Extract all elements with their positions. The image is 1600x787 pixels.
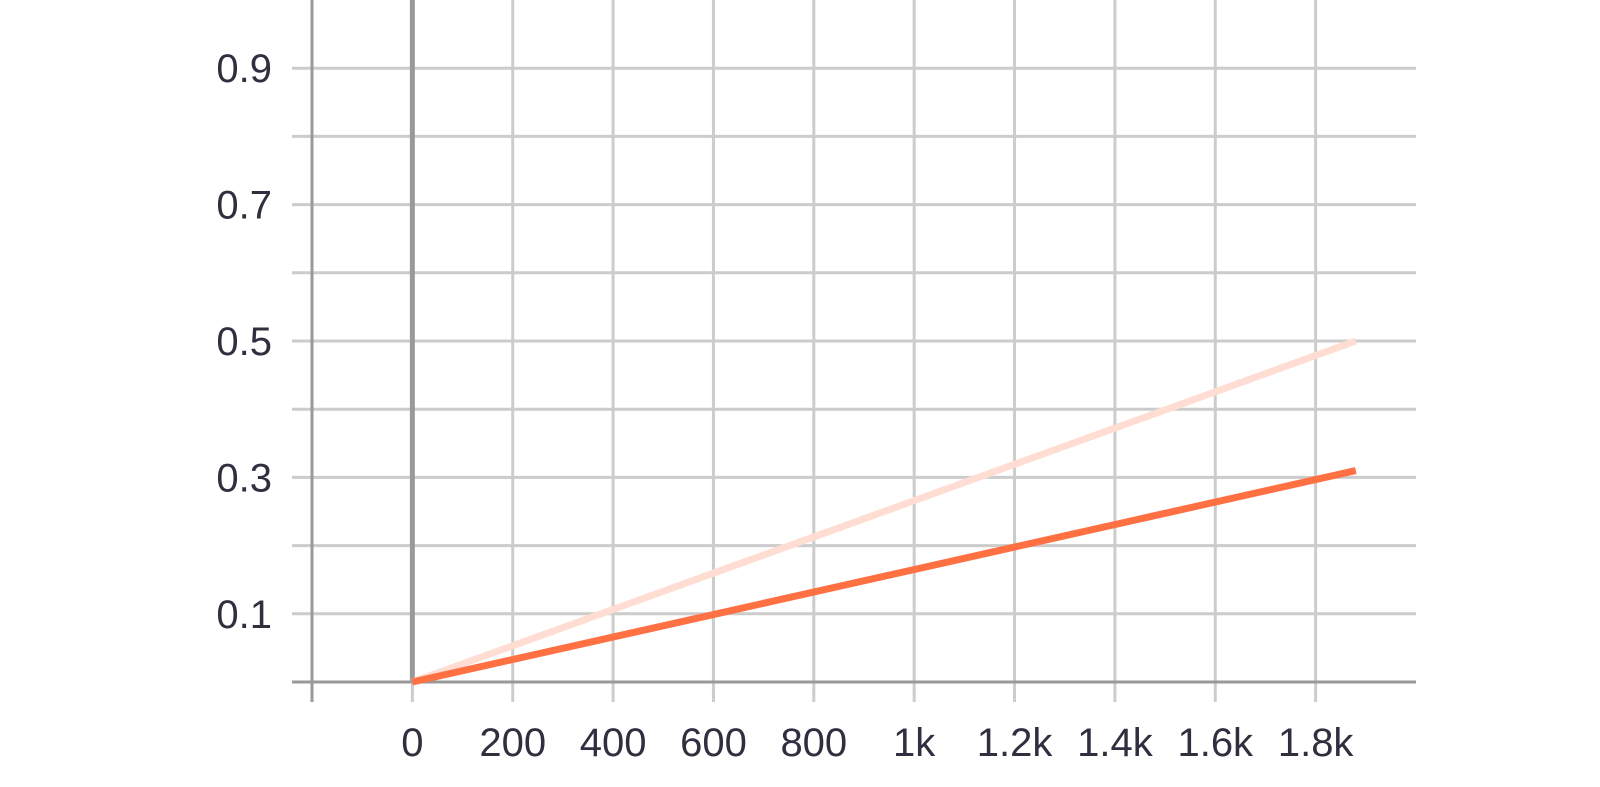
y-tick-label: 0.5 (216, 320, 272, 364)
x-tick-labels: 0 200 400 600 800 1k 1.2k 1.4k 1.6k 1.8k (401, 721, 1354, 765)
x-tick-label: 1.6k (1177, 721, 1254, 765)
x-tick-label: 400 (580, 721, 647, 765)
x-tick-label: 800 (780, 721, 847, 765)
x-tick-label: 0 (401, 721, 423, 765)
y-tick-label: 0.3 (216, 456, 272, 500)
x-tick-label: 600 (680, 721, 747, 765)
y-tick-labels: 0.1 0.3 0.5 0.7 0.9 (216, 47, 272, 637)
y-tick-label: 0.7 (216, 184, 272, 228)
series-lines (411, 337, 1357, 686)
grid-lines (292, 0, 1416, 702)
series-line-2 (411, 467, 1357, 686)
y-tick-label: 0.9 (216, 47, 272, 91)
y-tick-label: 0.1 (216, 593, 272, 637)
x-tick-label: 200 (479, 721, 546, 765)
x-tick-label: 1.4k (1077, 721, 1154, 765)
x-tick-label: 1k (893, 721, 936, 765)
axes (292, 0, 1416, 702)
series-line-1 (411, 337, 1357, 686)
x-tick-label: 1.8k (1278, 721, 1355, 765)
x-tick-label: 1.2k (977, 721, 1054, 765)
